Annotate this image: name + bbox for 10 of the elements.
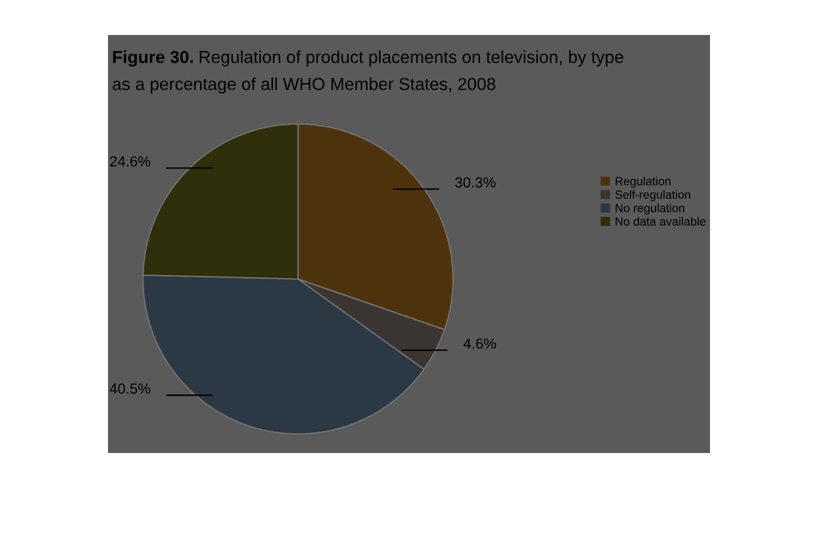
data-label: 40.5% bbox=[110, 383, 150, 394]
legend-label: No regulation bbox=[616, 204, 684, 215]
chart-subtitle: as a percentage of all WHO Member States, 2008 bbox=[112, 77, 496, 94]
data-label: 4.6% bbox=[464, 338, 496, 349]
data-label: 24.6% bbox=[110, 156, 150, 167]
legend-label: Self-regulation bbox=[615, 190, 690, 202]
chart-title: Figure 30. Regulation of product placements on television, by type bbox=[113, 50, 624, 67]
legend-label: No data available bbox=[616, 216, 706, 226]
data-label: 30.3% bbox=[455, 177, 496, 188]
legend-label: Regulation bbox=[616, 176, 670, 188]
